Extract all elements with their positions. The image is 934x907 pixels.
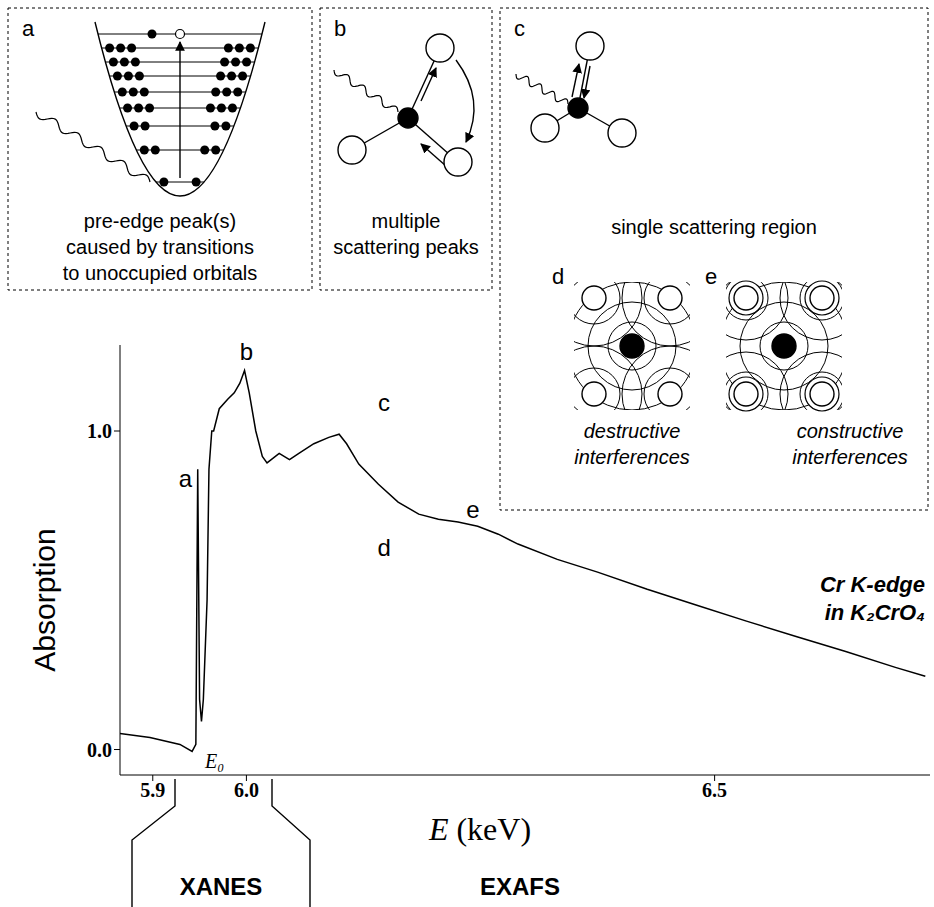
- svg-text:e: e: [466, 496, 479, 523]
- svg-text:d: d: [552, 264, 564, 289]
- svg-text:scattering peaks: scattering peaks: [333, 236, 479, 258]
- svg-text:0.0: 0.0: [87, 739, 112, 761]
- svg-text:e: e: [705, 264, 717, 289]
- svg-text:caused by transitions: caused by transitions: [66, 236, 254, 258]
- svg-text:E₀: E₀: [204, 750, 224, 772]
- svg-text:c: c: [378, 389, 390, 416]
- svg-text:EXAFS: EXAFS: [480, 873, 560, 900]
- svg-text:b: b: [334, 16, 346, 41]
- svg-text:b: b: [240, 338, 253, 365]
- svg-text:pre-edge peak(s): pre-edge peak(s): [84, 210, 236, 232]
- svg-text:interferences: interferences: [792, 446, 908, 468]
- svg-text:XANES: XANES: [180, 873, 263, 900]
- svg-text:1.0: 1.0: [87, 420, 112, 442]
- svg-text:a: a: [179, 465, 193, 492]
- svg-text:interferences: interferences: [574, 446, 690, 468]
- svg-text:d: d: [377, 534, 390, 561]
- svg-text:a: a: [22, 16, 35, 41]
- svg-text:destructive: destructive: [584, 420, 681, 442]
- svg-text:6.5: 6.5: [702, 779, 727, 801]
- svg-text:c: c: [514, 16, 525, 41]
- svg-text:to unoccupied orbitals: to unoccupied orbitals: [63, 262, 258, 284]
- svg-text:5.9: 5.9: [140, 779, 165, 801]
- svg-text:E (keV): E (keV): [428, 811, 531, 847]
- svg-text:in K₂CrO₄: in K₂CrO₄: [825, 600, 925, 625]
- svg-text:Cr K-edge: Cr K-edge: [820, 572, 925, 597]
- svg-text:Absorption: Absorption: [28, 528, 61, 671]
- svg-text:6.0: 6.0: [234, 779, 259, 801]
- svg-text:constructive: constructive: [797, 420, 904, 442]
- svg-text:multiple: multiple: [372, 210, 441, 232]
- svg-text:single scattering region: single scattering region: [611, 216, 817, 238]
